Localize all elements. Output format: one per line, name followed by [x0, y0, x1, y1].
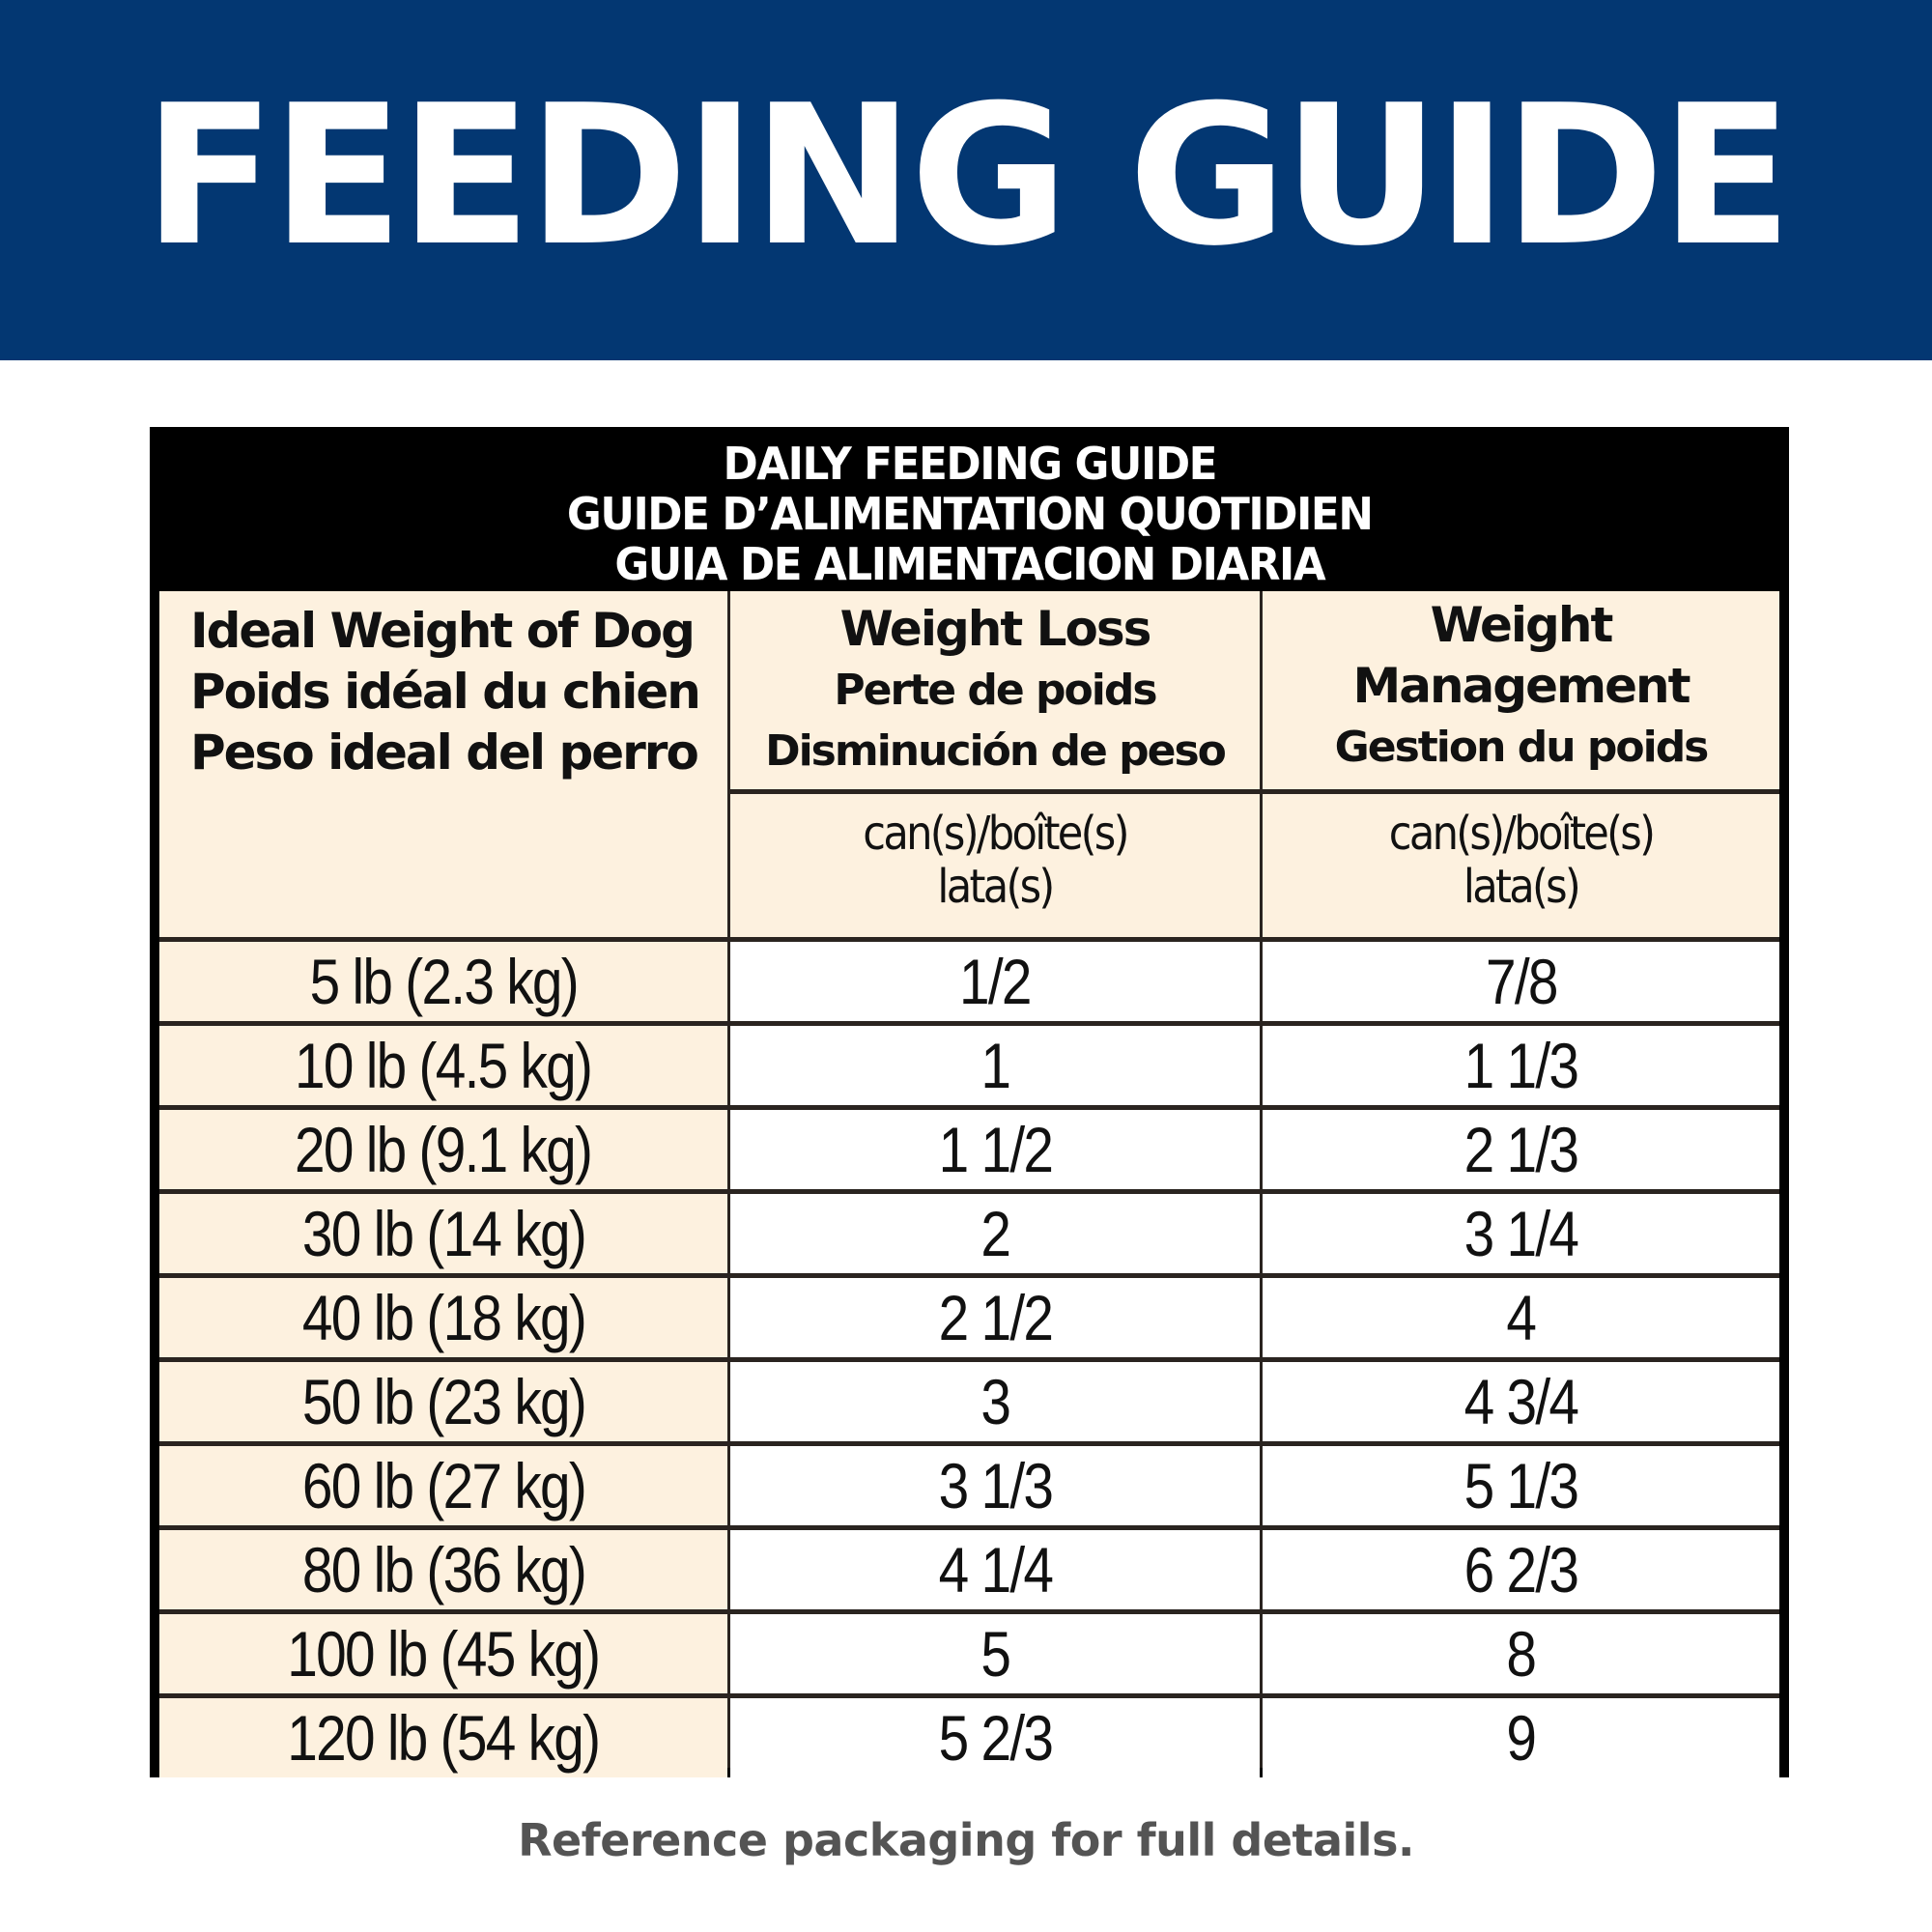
table-row: 80 lb (36 kg) 4 1/4 6 2/3: [159, 1530, 1779, 1614]
weight-loss-cell: 1 1/2: [730, 1110, 1260, 1189]
unit-label-es: lata(s): [937, 860, 1055, 914]
unit-header-weight-loss: can(s)/boîte(s) lata(s): [730, 794, 1260, 939]
weight-loss-cell: 3 1/3: [730, 1446, 1260, 1525]
column-header-weight-management-en: Weight Management: [1352, 597, 1690, 714]
banner: FEEDING GUIDE: [0, 0, 1932, 360]
weight-management-cell: 4 3/4: [1263, 1362, 1779, 1441]
table-row: 5 lb (2.3 kg) 1/2 7/8: [159, 942, 1779, 1026]
column-header-weight-en: Ideal Weight of Dog: [190, 603, 696, 659]
unit-header-weight-management: can(s)/boîte(s) lata(s): [1263, 794, 1779, 939]
row-divider: [159, 1693, 1779, 1698]
unit-label: can(s)/boîte(s): [863, 807, 1129, 861]
row-divider: [159, 1189, 1779, 1194]
header-bottom-divider: [159, 937, 1779, 942]
column-header-weight-loss: Weight Loss Perte de poids Disminución d…: [730, 591, 1260, 789]
column-header-weight-loss-fr: Perte de poids: [834, 666, 1157, 715]
unit-label: can(s)/boîte(s): [1388, 807, 1656, 861]
row-divider: [159, 1105, 1779, 1110]
weight-cell: 60 lb (27 kg): [159, 1446, 727, 1525]
weight-cell: 80 lb (36 kg): [159, 1530, 727, 1609]
weight-loss-cell: 5: [730, 1614, 1260, 1693]
table-row: 20 lb (9.1 kg) 1 1/2 2 1/3: [159, 1110, 1779, 1194]
weight-management-cell: 1 1/3: [1263, 1026, 1779, 1105]
row-divider: [159, 1357, 1779, 1362]
weight-management-cell: 2 1/3: [1263, 1110, 1779, 1189]
weight-loss-cell: 2 1/2: [730, 1278, 1260, 1357]
header-divider: [727, 789, 1779, 794]
row-divider: [159, 1021, 1779, 1026]
weight-cell: 100 lb (45 kg): [159, 1614, 727, 1693]
page-title: FEEDING GUIDE: [143, 63, 1792, 289]
weight-loss-cell: 4 1/4: [730, 1530, 1260, 1609]
feeding-table: DAILY FEEDING GUIDE GUIDE D’ALIMENTATION…: [150, 427, 1789, 1777]
weight-loss-cell: 3: [730, 1362, 1260, 1441]
weight-management-cell: 4: [1263, 1278, 1779, 1357]
table-row: 100 lb (45 kg) 5 8: [159, 1614, 1779, 1698]
weight-management-cell: 6 2/3: [1263, 1530, 1779, 1609]
table-row: 40 lb (18 kg) 2 1/2 4: [159, 1278, 1779, 1362]
column-header-weight-loss-es: Disminución de peso: [765, 726, 1227, 776]
footnote: Reference packaging for full details.: [518, 1814, 1414, 1866]
column-header-weight-loss-en: Weight Loss: [839, 601, 1152, 657]
column-header-weight-es: Peso ideal del perro: [190, 724, 699, 781]
weight-loss-cell: 2: [730, 1194, 1260, 1273]
row-divider: [159, 1273, 1779, 1278]
table-title: DAILY FEEDING GUIDE GUIDE D’ALIMENTATION…: [159, 437, 1779, 591]
weight-cell: 10 lb (4.5 kg): [159, 1026, 727, 1105]
column-divider: [727, 591, 730, 1768]
weight-cell: 50 lb (23 kg): [159, 1362, 727, 1441]
table-title-es: GUIA DE ALIMENTACION DIARIA: [614, 538, 1325, 590]
table-row: 120 lb (54 kg) 5 2/3 9: [159, 1698, 1779, 1782]
weight-loss-cell: 1: [730, 1026, 1260, 1105]
table-title-en: DAILY FEEDING GUIDE: [723, 438, 1217, 490]
weight-cell: 5 lb (2.3 kg): [159, 942, 727, 1021]
weight-management-cell: 9: [1263, 1698, 1779, 1777]
column-header-weight-management: Weight Management Gestion du poids Manej…: [1263, 591, 1779, 833]
table-row: 10 lb (4.5 kg) 1 1 1/3: [159, 1026, 1779, 1110]
row-divider: [159, 1525, 1779, 1530]
weight-management-cell: 5 1/3: [1263, 1446, 1779, 1525]
table-row: 50 lb (23 kg) 3 4 3/4: [159, 1362, 1779, 1446]
weight-cell: 40 lb (18 kg): [159, 1278, 727, 1357]
weight-management-cell: 3 1/4: [1263, 1194, 1779, 1273]
row-divider: [159, 1609, 1779, 1614]
table-row: 60 lb (27 kg) 3 1/3 5 1/3: [159, 1446, 1779, 1530]
weight-management-cell: 8: [1263, 1614, 1779, 1693]
row-divider: [159, 1441, 1779, 1446]
weight-loss-cell: 5 2/3: [730, 1698, 1260, 1777]
weight-cell: 120 lb (54 kg): [159, 1698, 727, 1777]
table-title-fr: GUIDE D’ALIMENTATION QUOTIDIEN: [566, 488, 1374, 540]
feeding-table-inner: DAILY FEEDING GUIDE GUIDE D’ALIMENTATION…: [159, 437, 1779, 1777]
column-header-weight-fr: Poids idéal du chien: [190, 664, 701, 720]
weight-cell: 30 lb (14 kg): [159, 1194, 727, 1273]
weight-loss-cell: 1/2: [730, 942, 1260, 1021]
column-header-weight-management-fr: Gestion du poids: [1334, 723, 1710, 772]
table-row: 30 lb (14 kg) 2 3 1/4: [159, 1194, 1779, 1278]
weight-cell: 20 lb (9.1 kg): [159, 1110, 727, 1189]
weight-management-cell: 7/8: [1263, 942, 1779, 1021]
column-divider: [1260, 591, 1263, 1768]
unit-label-es: lata(s): [1463, 860, 1581, 914]
column-header-weight: Ideal Weight of Dog Poids idéal du chien…: [159, 591, 727, 939]
